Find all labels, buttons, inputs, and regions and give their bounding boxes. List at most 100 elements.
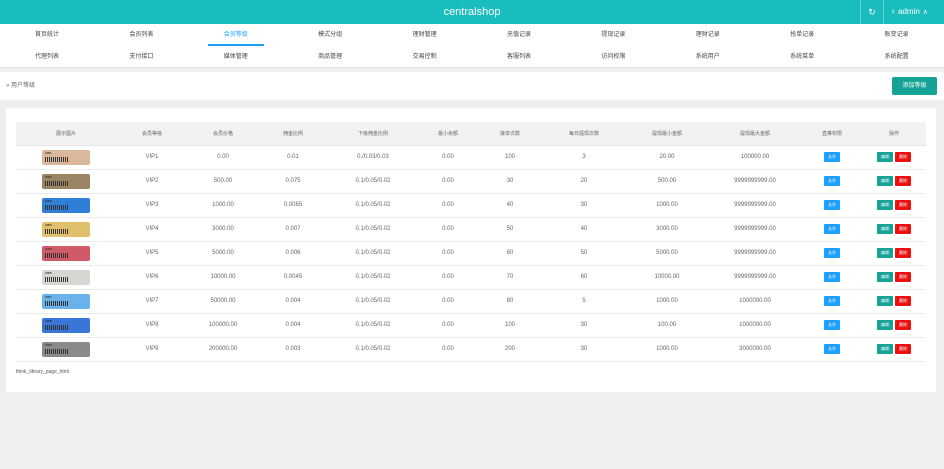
delete-button[interactable]: 删除 (895, 296, 911, 306)
delete-button[interactable]: 删除 (895, 152, 911, 162)
card-level-text: VIP3 (45, 198, 52, 203)
nav-item[interactable]: 系统配置 (884, 54, 909, 60)
edit-button[interactable]: 编辑 (877, 272, 893, 282)
level-image-cell: VIP4 (16, 217, 116, 242)
edit-button[interactable]: 编辑 (877, 296, 893, 306)
nav-item[interactable]: 商品管理 (318, 54, 343, 60)
main-nav: 首页统计 会员列表 会员等级 模式分组 理财管理 充值记录 提现记录 理财记录 抢单记录 账变记录… (0, 24, 944, 68)
table-row: VIP4 VIP4 3000.00 0.007 0.1/0.05/0.02 0.00 50 4… (16, 217, 926, 242)
refresh-button[interactable]: ↻ (860, 0, 884, 24)
actions-cell: 编辑 删除 (862, 217, 926, 242)
delete-button[interactable]: 删除 (895, 344, 911, 354)
edit-button[interactable]: 编辑 (877, 224, 893, 234)
cell-price: 0.00 (188, 145, 258, 170)
table-row: VIP6 VIP6 10000.00 0.0045 0.1/0.05/0.02 0.00 7… (16, 265, 926, 290)
edit-button[interactable]: 编辑 (877, 344, 893, 354)
cell-order-count: 40 (478, 193, 542, 218)
cell-withdraw-max: 9999999999.00 (708, 193, 802, 218)
nav-item[interactable]: 提现记录 (601, 32, 626, 38)
delete-button[interactable]: 删除 (895, 320, 911, 330)
column-header: 下级佣金比例 (328, 122, 418, 146)
barcode-icon (45, 252, 69, 258)
cell-commission: 0.01 (258, 145, 328, 170)
cell-withdraw-min: 1000.00 (626, 337, 708, 362)
actions-cell: 编辑 删除 (862, 313, 926, 338)
cell-withdraw-min: 5000.00 (626, 241, 708, 266)
level-image-cell: VIP9 (16, 337, 116, 362)
nav-item[interactable]: 理财记录 (695, 32, 720, 38)
nav-item[interactable]: 媒体管理 (223, 54, 248, 60)
level-card-image: VIP8 (42, 317, 90, 333)
user-menu[interactable]: ♀ admin ∧ (890, 0, 928, 24)
permission-badge[interactable]: 允许 (824, 296, 840, 306)
permission-badge[interactable]: 允许 (824, 248, 840, 258)
nav-row-1: 首页统计 会员列表 会员等级 模式分组 理财管理 充值记录 提现记录 理财记录 抢单记录 账变记录 (0, 24, 944, 46)
actions-cell: 编辑 删除 (862, 265, 926, 290)
cell-commission: 0.075 (258, 169, 328, 194)
nav-item[interactable]: 代理列表 (34, 54, 59, 60)
delete-button[interactable]: 删除 (895, 248, 911, 258)
nav-item[interactable]: 充值记录 (506, 32, 531, 38)
add-level-button[interactable]: 添加等级 (892, 77, 937, 95)
nav-item[interactable]: 系统菜单 (790, 54, 815, 60)
column-header: 最小余额 (418, 122, 478, 146)
nav-item[interactable]: 客服列表 (506, 54, 531, 60)
nav-item[interactable]: 访问权限 (601, 54, 626, 60)
column-header: 提现最小金额 (626, 122, 708, 146)
nav-item[interactable]: 理财管理 (412, 32, 437, 38)
permission-badge[interactable]: 允许 (824, 344, 840, 354)
cell-price: 200000.00 (188, 337, 258, 362)
barcode-icon (45, 180, 69, 186)
permission-badge[interactable]: 允许 (824, 320, 840, 330)
table-row: VIP1 VIP1 0.00 0.01 0./0.03/0.03 0.00 100 3 20.0… (16, 145, 926, 170)
cell-daily-withdraw: 40 (542, 217, 626, 242)
level-card-image: VIP9 (42, 341, 90, 357)
edit-button[interactable]: 编辑 (877, 320, 893, 330)
cell-sub-commission: 0./0.03/0.03 (328, 145, 418, 170)
column-header: 接单次数 (478, 122, 542, 146)
nav-item[interactable]: 会员列表 (129, 32, 154, 38)
cell-level: VIP5 (116, 241, 188, 266)
column-header: 会员价格 (188, 122, 258, 146)
edit-button[interactable]: 编辑 (877, 200, 893, 210)
nav-item[interactable]: 会员等级 (190, 24, 282, 46)
cell-withdraw-max: 9999999999.00 (708, 265, 802, 290)
nav-item[interactable]: 交易控制 (412, 54, 437, 60)
delete-button[interactable]: 删除 (895, 224, 911, 234)
nav-item[interactable]: 模式分组 (318, 32, 343, 38)
column-header: 直推权限 (802, 122, 862, 146)
cell-min-balance: 0.00 (418, 313, 478, 338)
nav-item[interactable]: 抢单记录 (790, 32, 815, 38)
nav-item[interactable]: 系统用户 (695, 54, 720, 60)
delete-button[interactable]: 删除 (895, 200, 911, 210)
cell-order-count: 100 (478, 313, 542, 338)
cell-withdraw-max: 1000000.00 (708, 289, 802, 314)
permission-badge[interactable]: 允许 (824, 152, 840, 162)
permission-cell: 允许 (802, 265, 862, 290)
cell-withdraw-max: 100000.00 (708, 145, 802, 170)
cell-min-balance: 0.00 (418, 337, 478, 362)
cell-daily-withdraw: 5 (542, 289, 626, 314)
delete-button[interactable]: 删除 (895, 272, 911, 282)
permission-badge[interactable]: 允许 (824, 272, 840, 282)
cell-withdraw-min: 1000.00 (626, 289, 708, 314)
cell-daily-withdraw: 30 (542, 337, 626, 362)
cell-sub-commission: 0.1/0.05/0.02 (328, 193, 418, 218)
delete-button[interactable]: 删除 (895, 176, 911, 186)
barcode-icon (45, 156, 69, 162)
edit-button[interactable]: 编辑 (877, 152, 893, 162)
cell-price: 500.00 (188, 169, 258, 194)
permission-badge[interactable]: 允许 (824, 176, 840, 186)
edit-button[interactable]: 编辑 (877, 176, 893, 186)
permission-badge[interactable]: 允许 (824, 200, 840, 210)
level-card-image: VIP2 (42, 173, 90, 189)
cell-level: VIP6 (116, 265, 188, 290)
level-card-image: VIP7 (42, 293, 90, 309)
nav-item[interactable]: 账变记录 (884, 32, 909, 38)
nav-item[interactable]: 首页统计 (34, 32, 59, 38)
permission-badge[interactable]: 允许 (824, 224, 840, 234)
edit-button[interactable]: 编辑 (877, 248, 893, 258)
cell-daily-withdraw: 60 (542, 265, 626, 290)
nav-item[interactable]: 支付接口 (129, 54, 154, 60)
cell-price: 10000.00 (188, 265, 258, 290)
